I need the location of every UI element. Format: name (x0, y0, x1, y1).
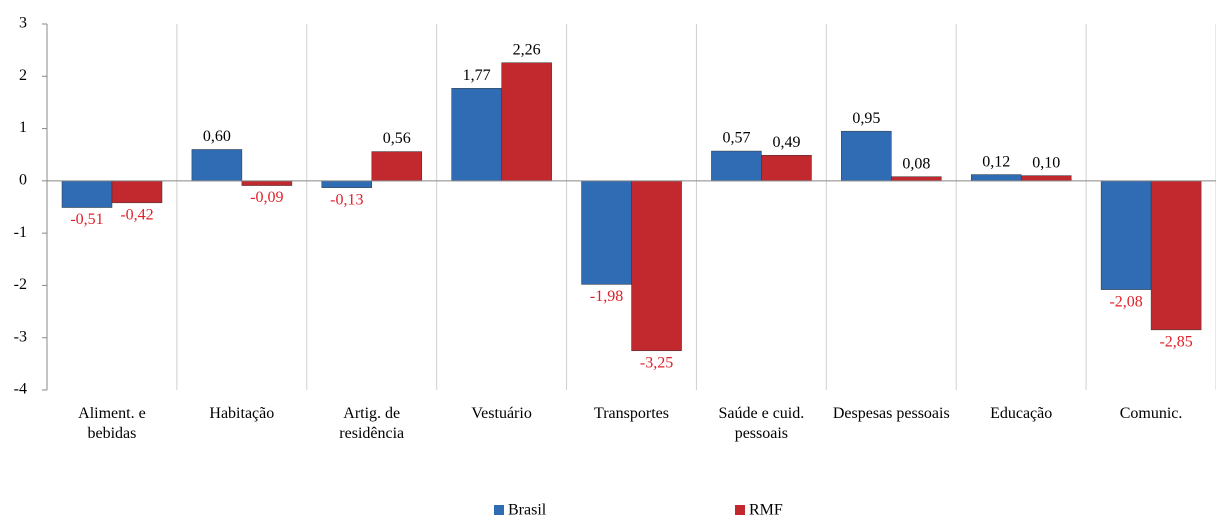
bar (451, 88, 502, 182)
bar (371, 151, 423, 182)
legend-label: RMF (749, 502, 783, 519)
bar (61, 180, 113, 208)
value-label: 0,95 (852, 110, 880, 127)
bar (761, 154, 812, 182)
x-tick-label: Habitação (209, 405, 275, 422)
x-tick-label: Aliment. e bebidas (78, 405, 146, 442)
legend-swatch (735, 505, 745, 515)
x-tick-label: Educação (990, 405, 1053, 422)
value-label: -2,85 (1159, 334, 1192, 351)
bar (1150, 180, 1202, 331)
x-tick-label: Artig. de residência (339, 405, 405, 442)
y-tick-label: 1 (19, 119, 27, 136)
bar (891, 176, 942, 182)
value-label: 0,57 (722, 130, 750, 147)
value-label: 0,56 (383, 130, 411, 147)
y-tick-label: -3 (14, 328, 27, 345)
bar (1020, 175, 1072, 182)
value-label: -3,25 (640, 354, 673, 371)
y-tick-label: 3 (19, 15, 27, 32)
value-label: 1,77 (463, 67, 491, 84)
bar (111, 180, 163, 204)
bar (1100, 180, 1152, 290)
bar (711, 150, 762, 182)
x-tick-label: Transportes (594, 405, 669, 422)
bar (321, 180, 373, 188)
value-label: 0,08 (902, 155, 930, 172)
value-label: 0,10 (1032, 154, 1060, 171)
bar (191, 149, 243, 182)
bar (631, 180, 682, 352)
value-label: 0,49 (772, 134, 800, 151)
bar (241, 180, 293, 186)
bar (501, 62, 552, 182)
y-tick-label: -1 (14, 224, 27, 241)
y-tick-label: -2 (14, 276, 27, 293)
bar (581, 180, 632, 285)
bar (841, 130, 892, 182)
y-tick-label: 2 (19, 67, 27, 84)
legend-swatch (494, 505, 504, 515)
value-label: -0,13 (330, 191, 363, 208)
x-tick-label: Vestuário (471, 405, 532, 422)
value-label: 0,60 (203, 128, 231, 145)
bar (970, 174, 1022, 182)
x-tick-label: Saúde e cuid. pessoais (718, 405, 805, 442)
value-label: -2,08 (1109, 293, 1142, 310)
value-label: -1,98 (590, 288, 623, 305)
value-label: -0,51 (70, 211, 103, 228)
value-label: -0,42 (120, 206, 153, 223)
value-label: 0,12 (982, 153, 1010, 170)
value-label: 2,26 (513, 41, 541, 58)
y-tick-label: -4 (14, 381, 27, 398)
x-tick-label: Comunic. (1119, 405, 1183, 422)
value-label: -0,09 (250, 189, 283, 206)
x-tick-label: Despesas pessoais (832, 405, 950, 422)
y-tick-label: 0 (19, 172, 27, 189)
legend-label: Brasil (508, 502, 547, 519)
